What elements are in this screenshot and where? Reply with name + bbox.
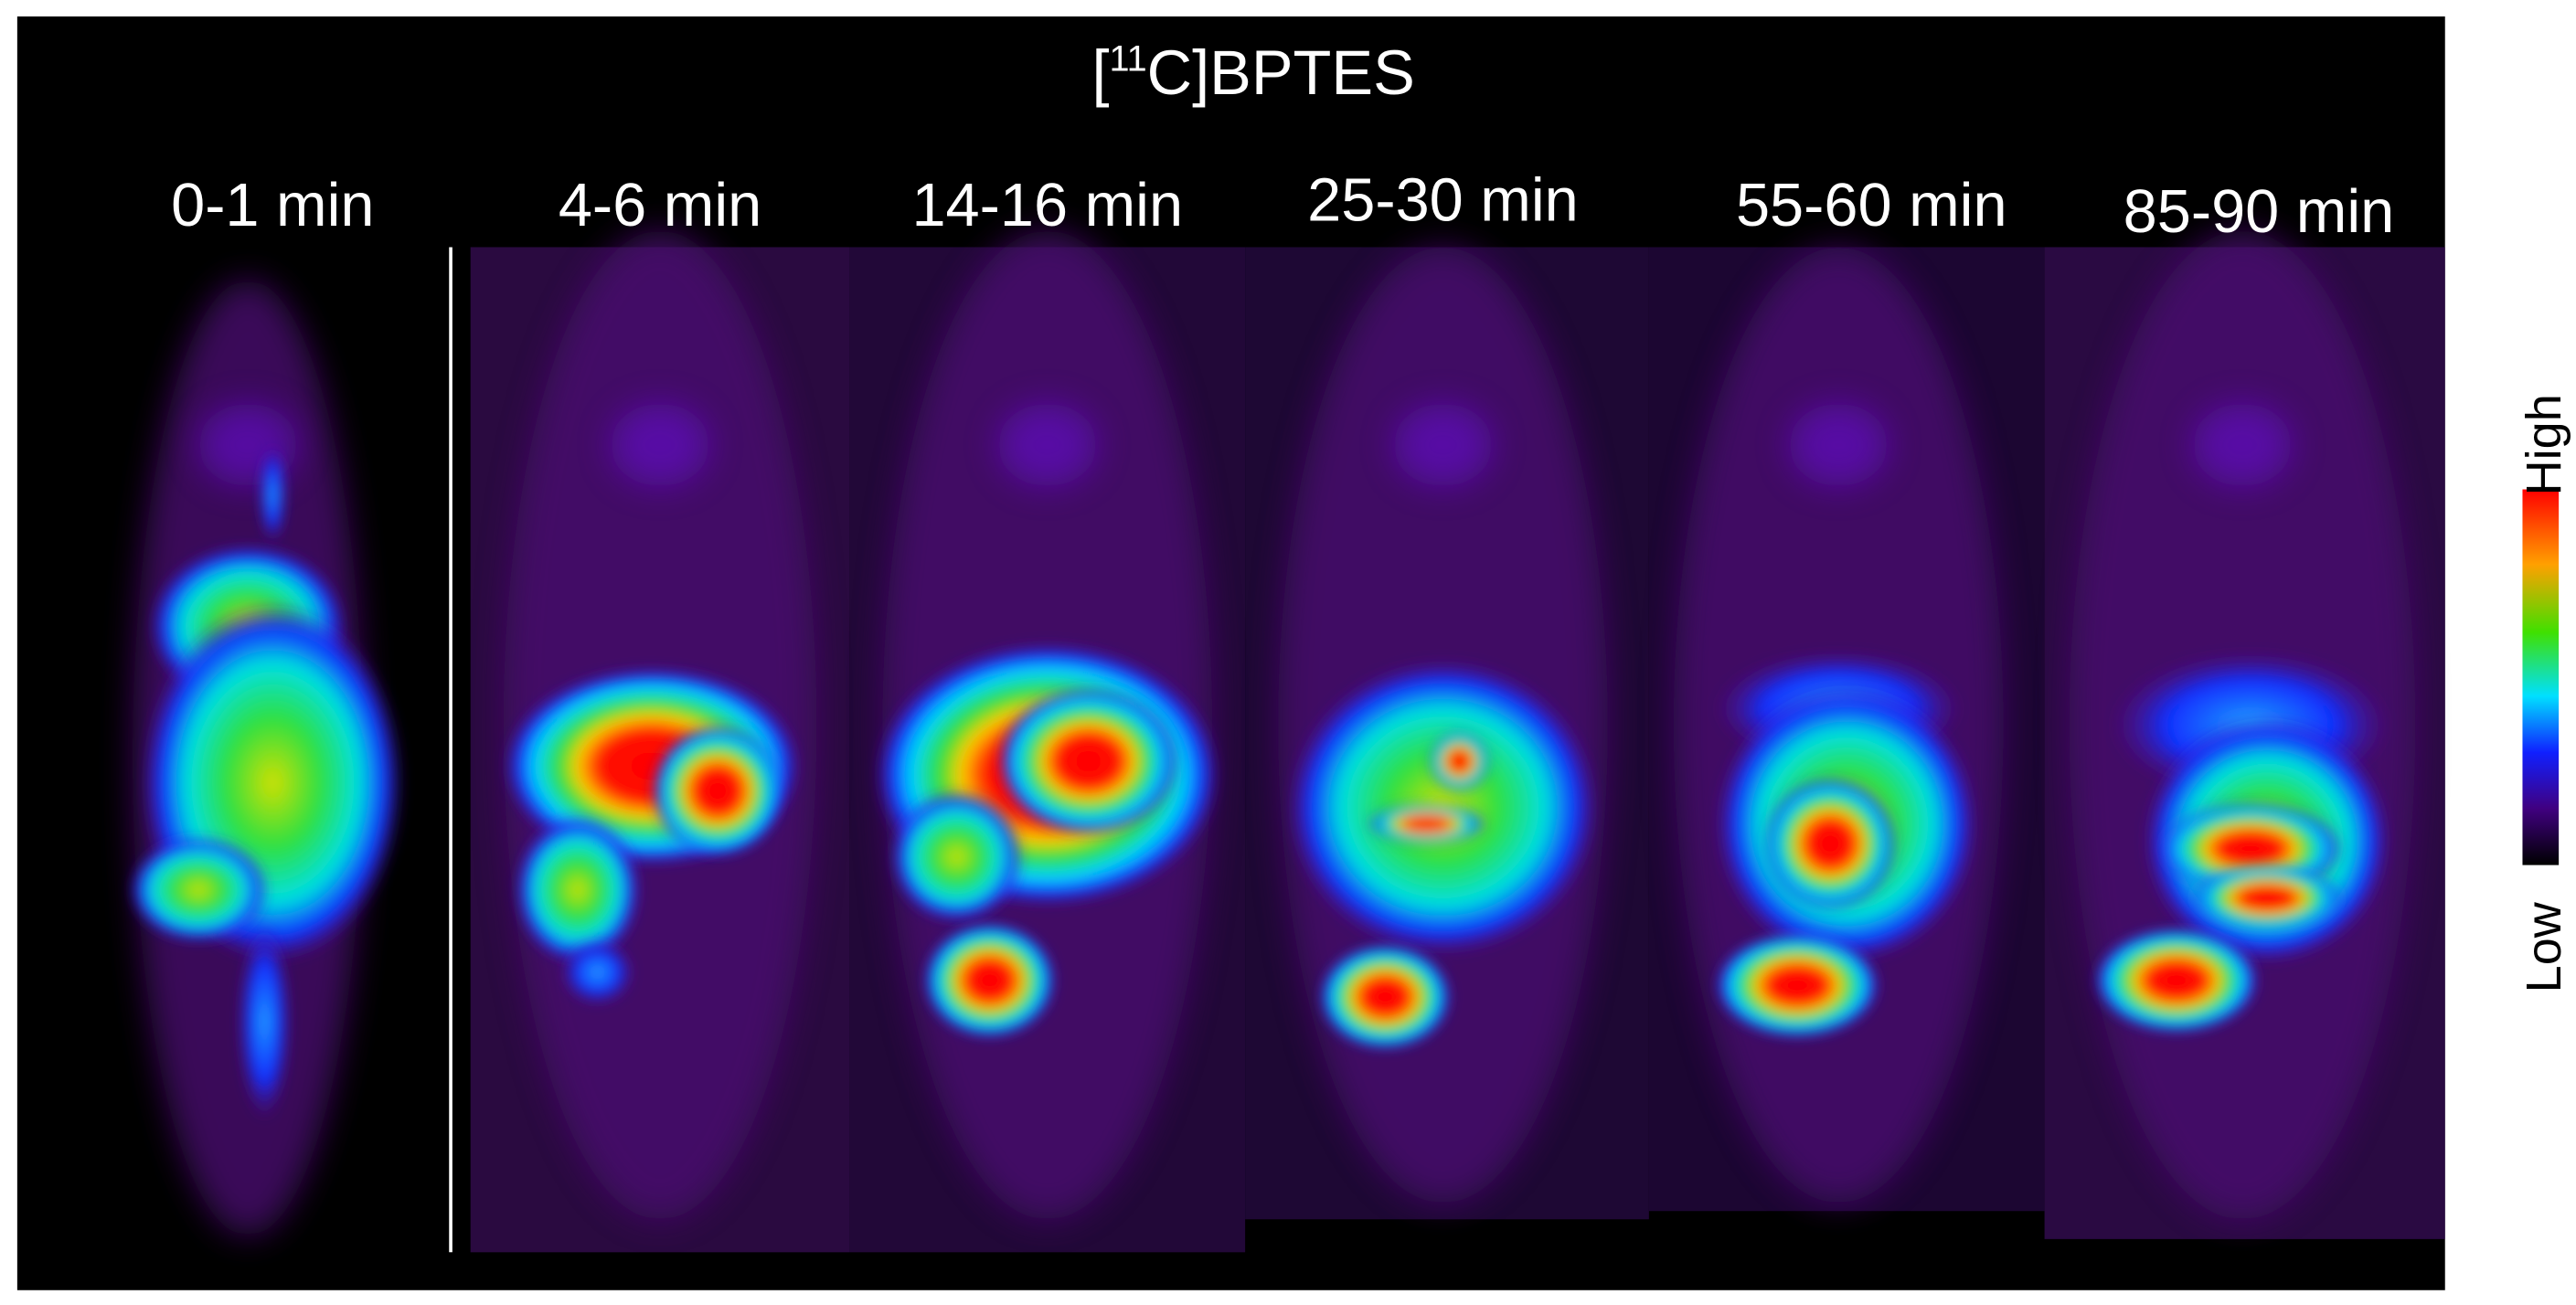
figure-title: [11C]BPTES	[1091, 37, 1414, 108]
uptake-region	[515, 815, 641, 964]
colorbar	[2522, 489, 2560, 865]
uptake-region	[652, 725, 784, 857]
uptake-region	[1368, 803, 1485, 844]
panel-label: 0-1 min	[171, 172, 374, 239]
uptake-region	[923, 922, 1056, 1038]
head	[610, 403, 710, 486]
panel-label: 55-60 min	[1736, 172, 2007, 239]
uptake-region	[890, 790, 1023, 923]
uptake-region	[2192, 865, 2342, 931]
pet-images	[129, 230, 2416, 1236]
uptake-region	[1319, 944, 1452, 1050]
head	[2192, 403, 2293, 486]
panel-label: 85-90 min	[2124, 178, 2395, 246]
uptake-region	[1430, 731, 1489, 791]
uptake-region	[1764, 778, 1897, 910]
panel-label: 14-16 min	[911, 172, 1183, 239]
colorbar-low-label: Low	[2517, 901, 2571, 992]
head	[1393, 403, 1493, 486]
title-part: C]BPTES	[1147, 37, 1415, 108]
uptake-region	[1714, 932, 1880, 1038]
head	[997, 403, 1097, 486]
title-part: [	[1091, 37, 1109, 108]
head	[1789, 403, 1889, 486]
panel-label: 25-30 min	[1307, 167, 1579, 235]
uptake-region	[2093, 928, 2259, 1034]
uptake-region	[560, 939, 634, 1005]
colorbar-high-label: High	[2517, 394, 2571, 495]
panel-label: 4-6 min	[559, 172, 761, 239]
uptake-region	[997, 686, 1179, 836]
title-superscript: 11	[1110, 39, 1147, 80]
uptake-region	[238, 922, 292, 1121]
uptake-region	[129, 836, 268, 943]
uptake-region	[259, 444, 286, 544]
